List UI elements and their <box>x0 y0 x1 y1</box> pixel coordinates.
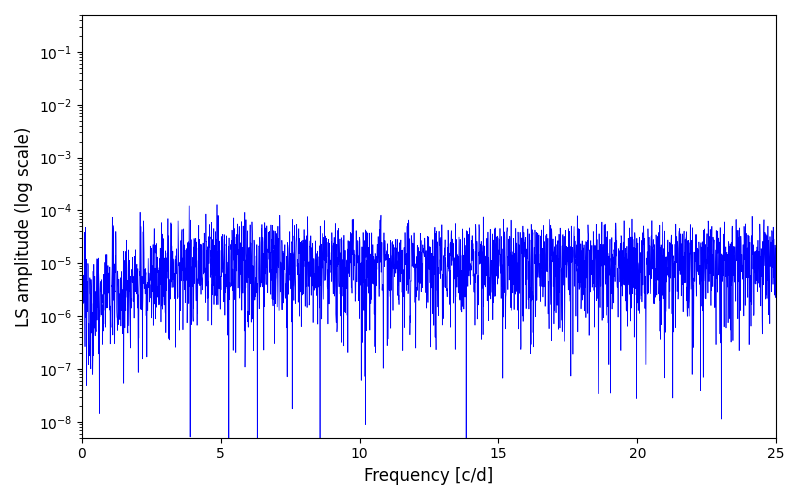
Y-axis label: LS amplitude (log scale): LS amplitude (log scale) <box>15 126 33 326</box>
X-axis label: Frequency [c/d]: Frequency [c/d] <box>364 467 494 485</box>
